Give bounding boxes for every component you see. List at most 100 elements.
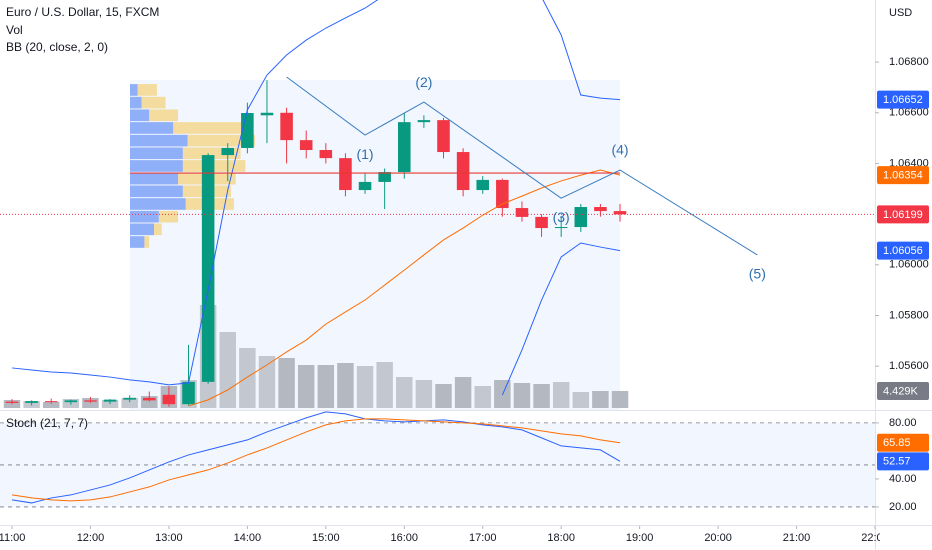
stoch-y-tick-label: 80.00 bbox=[889, 417, 917, 429]
candle-body bbox=[574, 207, 588, 228]
volume-bar bbox=[258, 356, 276, 408]
x-tick-label: 15:00 bbox=[312, 532, 340, 544]
volume-bar bbox=[611, 390, 629, 408]
wave-line bbox=[286, 76, 758, 256]
volume-bar bbox=[42, 402, 60, 408]
candle-body bbox=[554, 227, 568, 229]
candle-body bbox=[44, 401, 58, 403]
candle-body bbox=[5, 401, 19, 403]
profile-up bbox=[130, 134, 188, 147]
volume-bar bbox=[572, 392, 590, 408]
bollinger-line bbox=[501, 242, 621, 396]
y-tick-label: 1.06600 bbox=[889, 107, 929, 119]
profile-up bbox=[130, 84, 138, 96]
profile-up bbox=[130, 223, 155, 236]
candle-body bbox=[456, 152, 470, 191]
profile-up bbox=[130, 147, 183, 160]
volume-bar bbox=[474, 386, 491, 408]
bollinger-tag-label: 1.06056 bbox=[883, 245, 923, 257]
x-tick-label: 13:00 bbox=[155, 532, 183, 544]
volume-bar bbox=[396, 377, 413, 408]
candle-body bbox=[339, 158, 352, 191]
candle-body bbox=[182, 381, 195, 405]
candle-body bbox=[103, 399, 117, 402]
bollinger-line bbox=[188, 169, 621, 407]
candle-body bbox=[260, 112, 274, 116]
x-tick-label: 16:00 bbox=[391, 532, 419, 544]
candle-body bbox=[417, 120, 431, 123]
candle-body bbox=[162, 394, 176, 405]
bollinger-label: BB (20, close, 2, 0) bbox=[6, 40, 108, 54]
candle-body bbox=[123, 397, 136, 400]
volume-bar bbox=[297, 365, 315, 408]
candle-body bbox=[143, 397, 156, 401]
profile-up bbox=[130, 160, 183, 172]
wave-label: (5) bbox=[749, 266, 766, 282]
volume-bar bbox=[337, 363, 354, 408]
candle-body bbox=[319, 150, 333, 159]
profile-down bbox=[149, 109, 179, 122]
wave-label: (2) bbox=[415, 74, 432, 90]
stoch-line bbox=[11, 411, 621, 504]
volume-bar bbox=[415, 380, 433, 408]
y-tick-label: 1.05800 bbox=[889, 309, 929, 321]
volume-bar bbox=[513, 383, 531, 408]
candle-body bbox=[64, 400, 78, 403]
profile-up bbox=[130, 198, 186, 210]
candle-body bbox=[221, 147, 235, 156]
candle-body bbox=[476, 179, 490, 191]
x-tick-label: 14:00 bbox=[234, 532, 262, 544]
volume-tag bbox=[877, 381, 929, 400]
stoch-label: Stoch (21, 7, 7) bbox=[6, 416, 88, 430]
candle-body bbox=[397, 122, 411, 173]
candle-body bbox=[515, 208, 529, 217]
x-tick-label: 21:00 bbox=[783, 532, 811, 544]
stoch-tag bbox=[877, 433, 929, 452]
profile-down bbox=[154, 223, 162, 236]
volume-bar bbox=[552, 382, 570, 408]
candle-body bbox=[496, 179, 509, 209]
currency-label: USD bbox=[889, 7, 912, 19]
profile-down bbox=[137, 84, 157, 96]
stoch-line bbox=[11, 418, 621, 502]
candle-body bbox=[358, 181, 372, 191]
volume-bar bbox=[317, 365, 335, 408]
volume-bar bbox=[435, 384, 452, 408]
profile-down bbox=[141, 96, 166, 109]
bollinger-tag-label: 1.06354 bbox=[883, 170, 923, 182]
wave-label: (1) bbox=[356, 146, 373, 162]
volume-bar bbox=[121, 398, 138, 408]
x-tick-label: 20:00 bbox=[704, 532, 732, 544]
profile-down bbox=[158, 210, 179, 223]
volume-bar bbox=[219, 332, 236, 408]
volume-bar bbox=[239, 348, 256, 408]
x-tick-label: 17:00 bbox=[469, 532, 497, 544]
candle-body bbox=[594, 207, 607, 212]
profile-up bbox=[130, 236, 145, 248]
y-tick-label: 1.06000 bbox=[889, 259, 929, 271]
profile-up bbox=[130, 109, 150, 122]
bollinger-tag bbox=[877, 166, 929, 185]
candle-body bbox=[201, 155, 215, 382]
stoch-y-tick-label: 40.00 bbox=[889, 473, 917, 485]
price-axis: 1.068001.066001.064001.060001.058001.056… bbox=[875, 56, 929, 513]
stoch-y-tick-label: 20.00 bbox=[889, 501, 917, 513]
profile-down bbox=[144, 236, 150, 248]
volume-tag-label: 4.429K bbox=[883, 385, 919, 397]
y-tick-label: 1.05600 bbox=[889, 360, 929, 372]
x-tick-label: 11:00 bbox=[0, 532, 25, 544]
volume-label: Vol bbox=[6, 23, 23, 37]
profile-up bbox=[130, 172, 179, 185]
profile-up bbox=[130, 96, 142, 109]
volume-bar bbox=[376, 362, 393, 408]
volume-bar bbox=[592, 391, 609, 408]
stoch-tag bbox=[877, 452, 929, 471]
volume-bar bbox=[454, 377, 472, 408]
stoch-pane bbox=[0, 411, 875, 508]
volume-bar bbox=[533, 384, 550, 408]
candle-body bbox=[299, 140, 313, 151]
time-axis: 11:00 12:00 13:00 14:00 15:00 16:00 17:00 18:00… bbox=[0, 526, 880, 544]
wave-label: (4) bbox=[611, 142, 628, 158]
